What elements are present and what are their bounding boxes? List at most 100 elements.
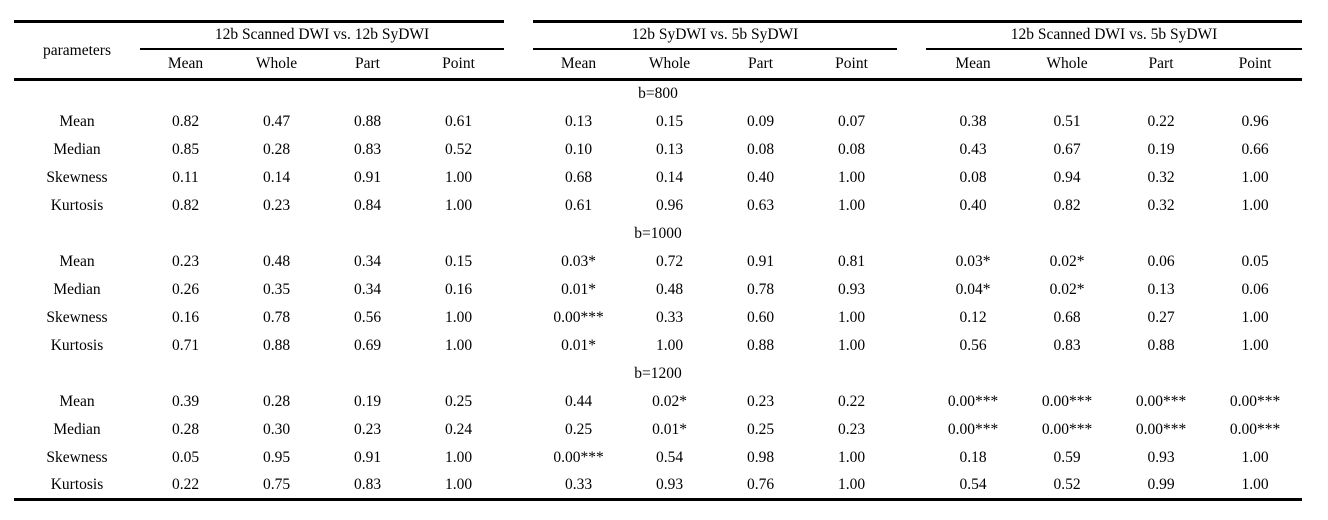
value-cell: 0.07 bbox=[837, 112, 866, 130]
value-cell: 0.99 bbox=[1114, 471, 1209, 501]
value-cell: 0.18 bbox=[959, 448, 987, 466]
value-cell: 1.00 bbox=[837, 448, 866, 466]
group-header: 12b SyDWI vs. 5b SyDWI bbox=[533, 20, 898, 50]
column-gap bbox=[897, 388, 926, 416]
column-header: Whole bbox=[624, 48, 716, 81]
value-cell: 0.00*** bbox=[947, 420, 999, 438]
table-row: Kurtosis 0.22 0.75 0.83 1.00 0.33 0.93 0.76 1.00… bbox=[14, 471, 1303, 501]
value-cell: 0.33 bbox=[533, 471, 625, 501]
column-gap bbox=[504, 136, 533, 164]
group-header: 12b Scanned DWI vs. 12b SyDWI bbox=[140, 20, 505, 50]
value-cell: 0.98 bbox=[746, 448, 775, 466]
value-cell: 0.00*** bbox=[1041, 392, 1093, 410]
value-cell: 0.14 bbox=[262, 168, 291, 186]
column-gap bbox=[897, 471, 927, 501]
value-cell: 1.00 bbox=[1241, 336, 1269, 354]
table-row: Mean 0.82 0.47 0.88 0.61 0.13 0.15 0.09 0.07 0.38… bbox=[14, 108, 1302, 136]
value-cell: 0.03* bbox=[561, 252, 596, 270]
value-cell: 0.00*** bbox=[1135, 392, 1187, 410]
value-cell: 0.25 bbox=[746, 420, 775, 438]
value-cell: 0.56 bbox=[353, 308, 382, 326]
value-cell: 1.00 bbox=[444, 448, 473, 466]
value-cell: 0.72 bbox=[655, 252, 684, 270]
value-cell: 0.91 bbox=[746, 252, 775, 270]
value-cell: 0.28 bbox=[171, 420, 200, 438]
table-row: Median 0.85 0.28 0.83 0.52 0.10 0.13 0.08 0.08 0.… bbox=[14, 136, 1302, 164]
value-cell: 0.76 bbox=[715, 471, 807, 501]
value-cell: 0.82 bbox=[171, 112, 200, 130]
value-cell: 0.00*** bbox=[553, 308, 604, 326]
value-cell: 0.38 bbox=[959, 112, 987, 130]
row-label: Median bbox=[53, 280, 101, 298]
value-cell: 1.00 bbox=[1241, 196, 1269, 214]
column-header: Point bbox=[1208, 48, 1303, 81]
value-cell: 0.88 bbox=[1147, 336, 1175, 354]
value-cell: 1.00 bbox=[1241, 448, 1269, 466]
value-cell: 0.82 bbox=[1053, 196, 1081, 214]
column-gap bbox=[897, 108, 926, 136]
table-row: Mean 0.23 0.48 0.34 0.15 0.03* 0.72 0.91 0.81 0.0… bbox=[14, 248, 1302, 276]
value-cell: 0.52 bbox=[1020, 471, 1115, 501]
value-cell: 0.66 bbox=[1241, 140, 1269, 158]
value-cell: 0.32 bbox=[1147, 196, 1175, 214]
value-cell: 0.23 bbox=[262, 196, 291, 214]
value-cell: 0.39 bbox=[171, 392, 200, 410]
value-cell: 0.22 bbox=[837, 392, 866, 410]
value-cell: 0.19 bbox=[353, 392, 382, 410]
column-gap bbox=[504, 164, 533, 192]
value-cell: 0.23 bbox=[353, 420, 382, 438]
row-label: Mean bbox=[59, 252, 95, 270]
value-cell: 0.12 bbox=[959, 308, 987, 326]
value-cell: 0.81 bbox=[837, 252, 866, 270]
value-cell: 1.00 bbox=[1208, 471, 1303, 501]
row-label: Median bbox=[53, 420, 101, 438]
value-cell: 0.16 bbox=[444, 280, 473, 298]
column-gap bbox=[504, 444, 533, 472]
value-cell: 0.23 bbox=[746, 392, 775, 410]
column-gap bbox=[504, 471, 534, 501]
table-row: Skewness 0.11 0.14 0.91 1.00 0.68 0.14 0.40 1.00… bbox=[14, 164, 1302, 192]
group-header: 12b Scanned DWI vs. 5b SyDWI bbox=[926, 20, 1303, 50]
value-cell: 0.00*** bbox=[947, 392, 999, 410]
value-cell: 0.08 bbox=[959, 168, 987, 186]
value-cell: 0.59 bbox=[1053, 448, 1081, 466]
value-cell: 1.00 bbox=[444, 196, 473, 214]
value-cell: 0.56 bbox=[959, 336, 987, 354]
value-cell: 0.01* bbox=[561, 280, 596, 298]
value-cell: 0.06 bbox=[1241, 280, 1269, 298]
value-cell: 0.35 bbox=[262, 280, 291, 298]
value-cell: 0.54 bbox=[655, 448, 684, 466]
value-cell: 0.61 bbox=[564, 196, 593, 214]
value-cell: 0.61 bbox=[444, 112, 473, 130]
column-header: Whole bbox=[1020, 48, 1115, 81]
value-cell: 0.13 bbox=[1147, 280, 1175, 298]
section-label: b=1200 bbox=[634, 364, 682, 382]
row-label: Median bbox=[53, 140, 101, 158]
value-cell: 0.19 bbox=[1147, 140, 1175, 158]
value-cell: 0.78 bbox=[262, 308, 291, 326]
value-cell: 1.00 bbox=[655, 336, 684, 354]
value-cell: 0.67 bbox=[1053, 140, 1081, 158]
value-cell: 0.96 bbox=[1241, 112, 1269, 130]
value-cell: 1.00 bbox=[806, 471, 898, 501]
row-label: Skewness bbox=[46, 308, 108, 326]
column-gap bbox=[504, 388, 533, 416]
column-gap bbox=[504, 304, 533, 332]
row-label: Skewness bbox=[46, 448, 108, 466]
value-cell: 1.00 bbox=[837, 196, 866, 214]
value-cell: 0.95 bbox=[262, 448, 291, 466]
value-cell: 1.00 bbox=[1241, 308, 1269, 326]
row-label: Kurtosis bbox=[14, 471, 140, 501]
value-cell: 0.22 bbox=[1147, 112, 1175, 130]
value-cell: 0.30 bbox=[262, 420, 291, 438]
row-label: Skewness bbox=[46, 168, 108, 186]
value-cell: 0.03* bbox=[955, 252, 991, 270]
value-cell: 0.23 bbox=[171, 252, 200, 270]
column-header: Mean bbox=[140, 48, 231, 81]
value-cell: 0.94 bbox=[1053, 168, 1081, 186]
table-row: Skewness 0.05 0.95 0.91 1.00 0.00*** 0.54 0.98 1… bbox=[14, 444, 1302, 472]
value-cell: 0.34 bbox=[353, 252, 382, 270]
value-cell: 0.02* bbox=[652, 392, 687, 410]
table-row: Kurtosis 0.82 0.23 0.84 1.00 0.61 0.96 0.63 1.00… bbox=[14, 192, 1302, 220]
value-cell: 0.01* bbox=[652, 420, 687, 438]
